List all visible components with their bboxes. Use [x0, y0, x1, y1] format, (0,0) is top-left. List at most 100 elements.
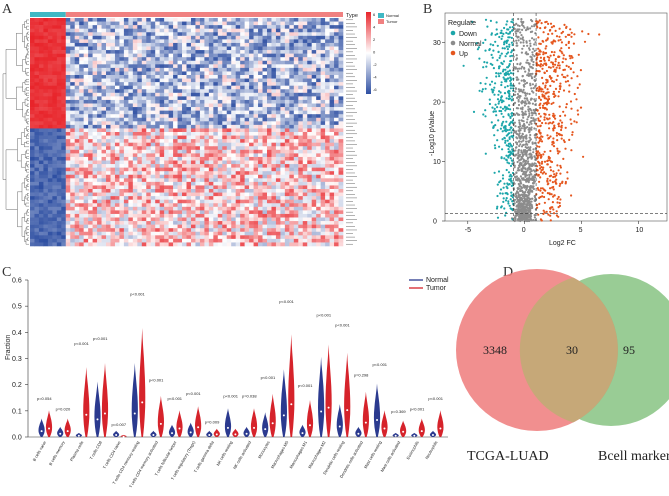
heatmap-cell	[79, 196, 84, 200]
heatmap-cell	[298, 89, 304, 94]
heatmap-cell	[293, 42, 299, 47]
heatmap-cell	[213, 242, 219, 247]
heatmap-cell	[123, 114, 129, 119]
heatmap-cell	[97, 57, 102, 62]
heatmap-cell	[231, 71, 236, 76]
heatmap-cell	[56, 46, 62, 51]
heatmap-cell	[208, 75, 214, 79]
heatmap-cell	[159, 28, 165, 33]
heatmap-cell	[249, 167, 254, 172]
heatmap-cell	[289, 42, 295, 47]
heatmap-cell	[217, 149, 223, 154]
heatmap-cell	[128, 110, 134, 115]
heatmap-cell	[150, 149, 156, 154]
heatmap-cell	[298, 96, 304, 101]
heatmap-cell	[190, 210, 196, 215]
heatmap-cell	[249, 114, 254, 119]
heatmap-cell	[338, 206, 344, 211]
heatmap-cell	[182, 135, 187, 140]
heatmap-cell	[195, 92, 201, 97]
heatmap-cell	[311, 221, 317, 225]
heatmap-cell	[34, 57, 40, 62]
heatmap-cell	[101, 213, 107, 218]
heatmap-cell	[79, 96, 84, 101]
heatmap-cell	[34, 203, 40, 208]
heatmap-cell	[114, 156, 120, 161]
heatmap-cell	[338, 42, 344, 47]
heatmap-cell	[329, 60, 335, 65]
heatmap-cell	[298, 121, 304, 126]
heatmap-cell	[226, 231, 232, 236]
heatmap-cell	[155, 96, 160, 101]
heatmap-cell	[123, 32, 129, 37]
heatmap-cell	[325, 228, 330, 233]
heatmap-cell	[155, 185, 160, 190]
heatmap-cell	[106, 124, 111, 129]
heatmap-cell	[204, 117, 210, 122]
heatmap-cell	[141, 99, 147, 104]
heatmap-cell	[79, 114, 84, 119]
heatmap-cell	[271, 174, 277, 179]
heatmap-cell	[34, 99, 40, 104]
heatmap-cell	[262, 156, 268, 161]
heatmap-cell	[271, 128, 277, 133]
heatmap-cell	[275, 153, 281, 158]
heatmap-cell	[226, 156, 232, 161]
heatmap-cell	[249, 213, 254, 218]
heatmap-cell	[88, 99, 93, 104]
heatmap-cell	[119, 103, 125, 108]
heatmap-cell	[119, 217, 125, 222]
heatmap-cell	[275, 132, 281, 136]
heatmap-cell	[177, 67, 183, 72]
heatmap-cell	[137, 42, 143, 47]
heatmap-cell	[79, 192, 84, 197]
heatmap-cell	[106, 53, 111, 58]
heatmap-cell	[208, 174, 214, 179]
heatmap-cell	[311, 178, 317, 183]
heatmap-cell	[338, 57, 344, 62]
heatmap-cell	[70, 46, 76, 51]
heatmap-cell	[146, 156, 152, 161]
heatmap-cell	[61, 146, 67, 151]
heatmap-cell	[56, 160, 62, 165]
heatmap-cell	[244, 203, 250, 208]
heatmap-cell	[38, 164, 44, 168]
heatmap-cell	[316, 110, 321, 115]
heatmap-cell	[182, 64, 187, 69]
heatmap-cell	[34, 185, 40, 190]
heatmap-cell	[114, 160, 120, 165]
heatmap-cell	[168, 114, 174, 119]
heatmap-cell	[334, 160, 339, 165]
heatmap-cell	[132, 35, 138, 40]
heatmap-cell	[258, 60, 263, 65]
heatmap-cell	[311, 107, 317, 111]
heatmap-cell	[190, 110, 196, 115]
heatmap-cell	[34, 206, 40, 211]
heatmap-cell	[311, 46, 317, 51]
heatmap-cell	[164, 132, 169, 136]
heatmap-cell	[88, 189, 93, 193]
heatmap-cell	[244, 160, 250, 165]
heatmap-cell	[61, 64, 67, 69]
heatmap-cell	[83, 117, 89, 122]
heatmap-cell	[119, 42, 125, 47]
heatmap-cell	[79, 206, 84, 211]
color-scale-tick: -6	[373, 87, 377, 92]
heatmap-cell	[177, 107, 183, 111]
heatmap-cell	[150, 228, 156, 233]
heatmap-cell	[101, 132, 107, 136]
heatmap-cell	[106, 85, 111, 90]
heatmap-cell	[195, 96, 201, 101]
heatmap-cell	[70, 224, 76, 229]
heatmap-cell	[47, 110, 53, 115]
heatmap-cell	[302, 189, 308, 193]
heatmap-cell	[244, 121, 250, 126]
heatmap-cell	[298, 221, 304, 225]
heatmap-cell	[266, 164, 272, 168]
heatmap-cell	[244, 46, 250, 51]
heatmap-cell	[222, 153, 228, 158]
heatmap-cell	[298, 149, 304, 154]
heatmap-cell	[88, 39, 93, 44]
heatmap-cell	[97, 85, 102, 90]
heatmap-cell	[334, 121, 339, 126]
